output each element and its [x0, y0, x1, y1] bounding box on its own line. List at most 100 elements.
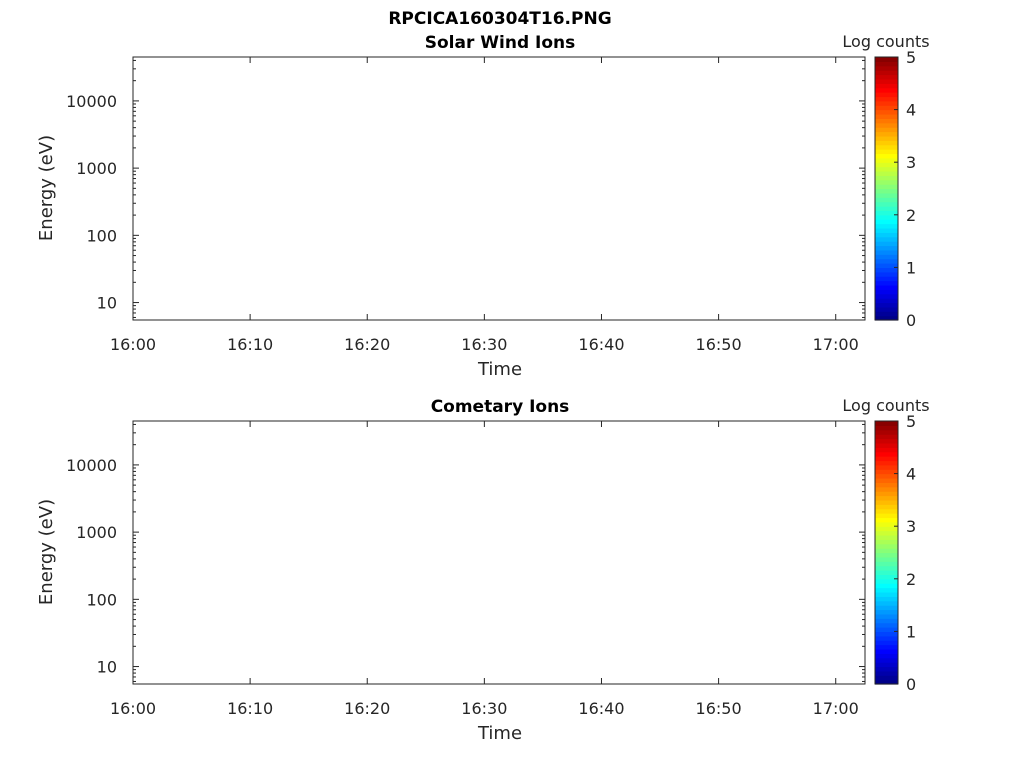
colorbar-segment	[875, 653, 898, 659]
colorbar-segment	[875, 78, 898, 84]
colorbar-segment	[875, 609, 898, 615]
colorbar-segment	[875, 657, 898, 663]
colorbar-segment	[875, 570, 898, 576]
colorbar-segment	[875, 421, 898, 426]
y-tick-label: 100	[86, 226, 117, 245]
colorbar-segment	[875, 192, 898, 198]
panel-cometary-ions: Cometary Ions 16:00 16:10 16:20 16:30 16:40 1…	[36, 396, 930, 744]
colorbar-segment	[875, 96, 898, 102]
x-tick-label: 16:10	[227, 335, 273, 354]
colorbar-segment	[875, 100, 898, 106]
colorbar-segment	[875, 530, 898, 536]
colorbar-tick-label: 1	[906, 258, 916, 277]
colorbar-segment	[875, 504, 898, 510]
y-tick-label: 10	[97, 658, 117, 677]
plot-frame	[132, 56, 866, 321]
colorbar-segment	[875, 521, 898, 527]
colorbar-segment	[875, 135, 898, 141]
colorbar-segment	[875, 464, 898, 470]
colorbar-segment	[875, 83, 898, 89]
colorbar-segment	[875, 271, 898, 277]
colorbar-segment	[875, 526, 898, 532]
colorbar-segment	[875, 596, 898, 602]
colorbar-segment	[875, 289, 898, 295]
colorbar-segment	[875, 127, 898, 133]
colorbar-segment	[875, 109, 898, 115]
x-tick-label: 16:00	[110, 699, 156, 718]
plot-frame	[132, 420, 866, 685]
colorbar-segment	[875, 517, 898, 523]
colorbar-segment	[875, 162, 898, 168]
colorbar-segment	[875, 482, 898, 488]
colorbar-segment	[875, 57, 898, 62]
x-axis: 16:00 16:10 16:20 16:30 16:40 16:50 17:00	[110, 57, 859, 354]
x-axis: 16:00 16:10 16:20 16:30 16:40 16:50 17:00	[110, 421, 859, 718]
colorbar-segment	[875, 87, 898, 93]
y-tick-label: 10000	[66, 92, 117, 111]
y-tick-label: 10000	[66, 456, 117, 475]
colorbar-segment	[875, 311, 898, 317]
colorbar-segment	[875, 622, 898, 628]
colorbar-segment	[875, 241, 898, 247]
colorbar-segment	[875, 144, 898, 150]
colorbar-label: Log counts	[842, 396, 929, 415]
colorbar-segment	[875, 267, 898, 273]
x-tick-label: 16:00	[110, 335, 156, 354]
y-axis: 10 100 1000 10000	[66, 423, 865, 682]
colorbar-segment	[875, 613, 898, 619]
colorbar-segment	[875, 315, 898, 321]
panel-solar-wind-ions: Solar Wind Ions 16:00 16:10 16:20 16:30 16:4…	[36, 32, 930, 380]
colorbar-segment	[875, 306, 898, 312]
colorbar-segment	[875, 258, 898, 264]
colorbar-segment	[875, 442, 898, 448]
colorbar-segment	[875, 648, 898, 654]
colorbar-segment	[875, 227, 898, 233]
x-tick-label: 16:40	[578, 335, 624, 354]
colorbar-segment	[875, 460, 898, 466]
x-tick-label: 16:30	[461, 699, 507, 718]
colorbar-segment	[875, 92, 898, 98]
y-tick-label: 10	[97, 294, 117, 313]
x-tick-label: 16:50	[696, 335, 742, 354]
x-tick-label: 16:20	[344, 699, 390, 718]
colorbar-segment	[875, 232, 898, 238]
colorbar-tick-label: 3	[906, 517, 916, 536]
colorbar-segment	[875, 666, 898, 672]
colorbar-segment	[875, 539, 898, 545]
colorbar-segment	[875, 61, 898, 67]
colorbar-segment	[875, 548, 898, 554]
colorbar-segment	[875, 280, 898, 286]
colorbar-segment	[875, 627, 898, 632]
colorbar-segment	[875, 236, 898, 242]
colorbar-segment	[875, 534, 898, 540]
panel-title: Solar Wind Ions	[425, 33, 576, 53]
colorbar-segment	[875, 298, 898, 304]
colorbar-segment	[875, 188, 898, 194]
colorbar-segment	[875, 425, 898, 431]
colorbar-segment	[875, 254, 898, 260]
colorbar-segment	[875, 157, 898, 163]
colorbar-segment	[875, 276, 898, 282]
colorbar-frame	[874, 56, 899, 321]
colorbar-segment	[875, 552, 898, 558]
x-tick-label: 16:50	[696, 699, 742, 718]
colorbar-segment	[875, 600, 898, 606]
colorbar-segment	[875, 679, 898, 685]
x-tick-label: 17:00	[813, 335, 859, 354]
colorbar-segment	[875, 149, 898, 155]
colorbar-segment	[875, 574, 898, 580]
colorbar-segment	[875, 245, 898, 251]
colorbar-segment	[875, 670, 898, 676]
colorbar-segment	[875, 556, 898, 562]
colorbar-frame	[874, 420, 899, 685]
figure-title: RPCICA160304T16.PNG	[388, 9, 611, 29]
y-axis-label: Energy (eV)	[36, 499, 57, 605]
colorbar-tick-label: 1	[906, 622, 916, 641]
colorbar-tick-label: 3	[906, 153, 916, 172]
colorbar-segment	[875, 429, 898, 435]
panel-title: Cometary Ions	[431, 397, 570, 417]
colorbar-segment	[875, 219, 898, 225]
colorbar-segment	[875, 618, 898, 624]
colorbar-segment	[875, 508, 898, 514]
colorbar-tick-label: 2	[906, 570, 916, 589]
